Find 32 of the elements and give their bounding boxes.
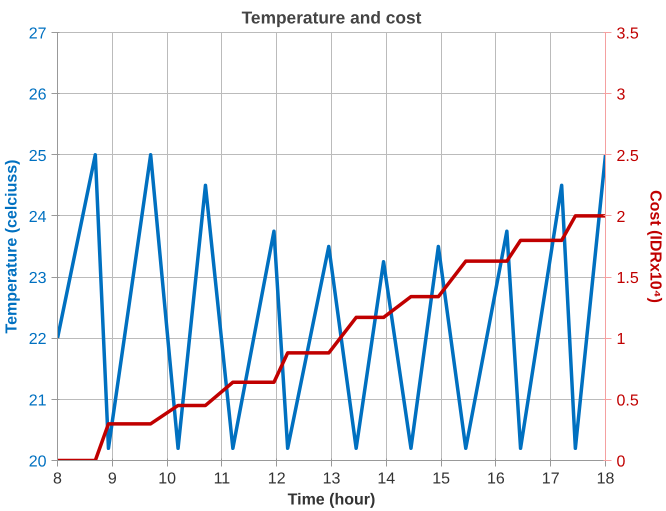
x-tick-label: 13 xyxy=(322,470,340,488)
x-tick-label: 12 xyxy=(268,470,286,488)
x-tick-label: 18 xyxy=(596,470,614,488)
y-tick-label: 24 xyxy=(28,208,47,226)
y-tick-label: 21 xyxy=(28,392,47,410)
y-axis-title: Temperature (celciuss) xyxy=(4,159,21,334)
y2-tick-label: 2.5 xyxy=(616,148,639,165)
x-tick-label: 9 xyxy=(108,470,117,488)
chart-title: Temperature and cost xyxy=(242,8,422,28)
y-tick-label: 20 xyxy=(28,454,47,470)
line-series xyxy=(58,153,606,450)
x-tick-label: 15 xyxy=(432,470,450,488)
y2-tick-label: 0 xyxy=(616,454,626,470)
y-tick-label: 27 xyxy=(28,26,47,42)
y2-tick-label: 1 xyxy=(616,331,626,348)
x-tick-label: 8 xyxy=(53,470,62,488)
y2-axis-title: Cost (IDRx10⁴) xyxy=(646,190,664,303)
y2-tick-label: 2 xyxy=(616,208,626,226)
x-tick-label: 11 xyxy=(214,470,230,488)
y2-tick-label: 0.5 xyxy=(616,392,639,410)
y-tick-label: 26 xyxy=(28,86,47,104)
x-tick-label: 16 xyxy=(487,470,505,488)
y2-tick-label: 3.5 xyxy=(616,26,639,42)
y2-tick-label: 1.5 xyxy=(616,270,639,288)
x-tick-label: 17 xyxy=(542,470,560,488)
y-tick-label: 23 xyxy=(28,270,47,288)
y2-tick-label: 3 xyxy=(616,86,626,104)
y-tick-label: 22 xyxy=(28,331,47,348)
y-tick-label: 25 xyxy=(28,148,47,165)
x-tick-label: 14 xyxy=(377,470,396,488)
x-axis-title: Time (hour) xyxy=(288,492,376,508)
x-tick-label: 10 xyxy=(158,470,176,488)
